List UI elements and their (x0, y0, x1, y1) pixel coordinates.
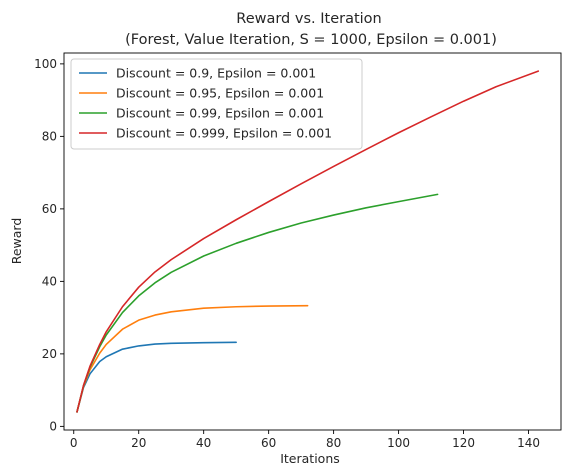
plot-area: 0 20 40 60 80 100 120 140 0 20 40 60 80 100 Discount =… (34, 52, 562, 450)
y-tick-label: 60 (42, 202, 57, 216)
legend-box (70, 58, 363, 150)
x-tick-label: 60 (261, 436, 276, 450)
chart-title: Reward vs. Iteration (236, 11, 381, 27)
series-line-2 (76, 304, 309, 413)
y-tick-label: 20 (42, 347, 57, 361)
x-tick-label: 40 (196, 436, 211, 450)
y-tick-label: 80 (42, 129, 57, 143)
x-tick-label: 20 (131, 436, 146, 450)
chart-subtitle: (Forest, Value Iteration, S = 1000, Epsi… (125, 32, 497, 48)
x-tick-label: 120 (452, 436, 475, 450)
series-line-3 (76, 193, 439, 413)
x-tick-label: 0 (70, 436, 78, 450)
series-line-1 (76, 341, 237, 413)
x-tick-label: 140 (517, 436, 540, 450)
legend-label-4: Discount = 0.999, Epsilon = 0.001 (116, 126, 332, 141)
y-tick-label: 0 (49, 419, 57, 433)
legend-label-2: Discount = 0.95, Epsilon = 0.001 (116, 86, 324, 101)
x-axis-label: Iterations (280, 451, 340, 466)
legend-label-1: Discount = 0.9, Epsilon = 0.001 (116, 66, 316, 81)
x-tick-label: 100 (387, 436, 410, 450)
x-tick-label: 80 (326, 436, 341, 450)
y-tick-label: 40 (42, 274, 57, 288)
legend-label-3: Discount = 0.99, Epsilon = 0.001 (116, 106, 324, 121)
y-axis-label: Reward (9, 218, 24, 265)
plot-frame (63, 52, 562, 431)
series-line-4 (76, 70, 540, 413)
y-tick-label: 100 (34, 57, 57, 71)
